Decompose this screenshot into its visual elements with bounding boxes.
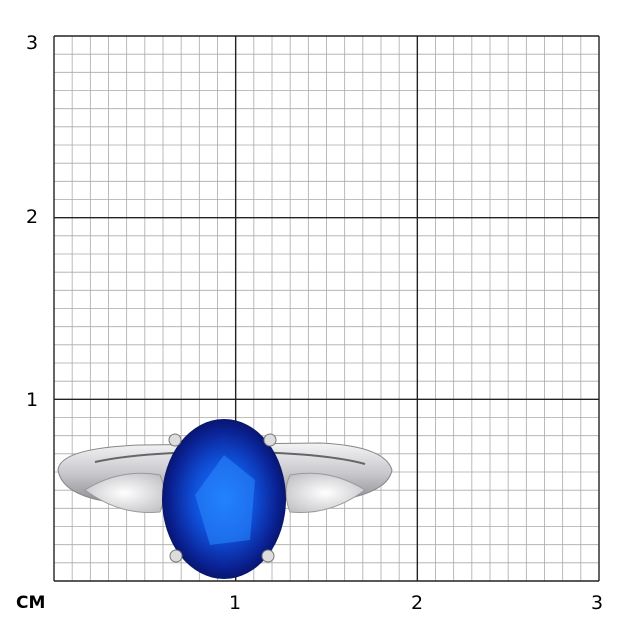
unit-label: CM xyxy=(16,593,46,613)
x-label-2: 2 xyxy=(411,592,424,614)
y-label-2: 2 xyxy=(26,206,39,228)
x-label-3: 3 xyxy=(591,592,604,614)
sapphire-facet xyxy=(195,455,255,545)
prong xyxy=(168,433,182,447)
ring-image xyxy=(57,419,393,579)
prong xyxy=(169,549,183,563)
y-label-1: 1 xyxy=(26,389,39,411)
prong xyxy=(263,433,277,447)
x-label-1: 1 xyxy=(229,592,242,614)
prong xyxy=(261,549,275,563)
side-diamond-right xyxy=(285,472,366,513)
y-label-3: 3 xyxy=(26,32,39,54)
